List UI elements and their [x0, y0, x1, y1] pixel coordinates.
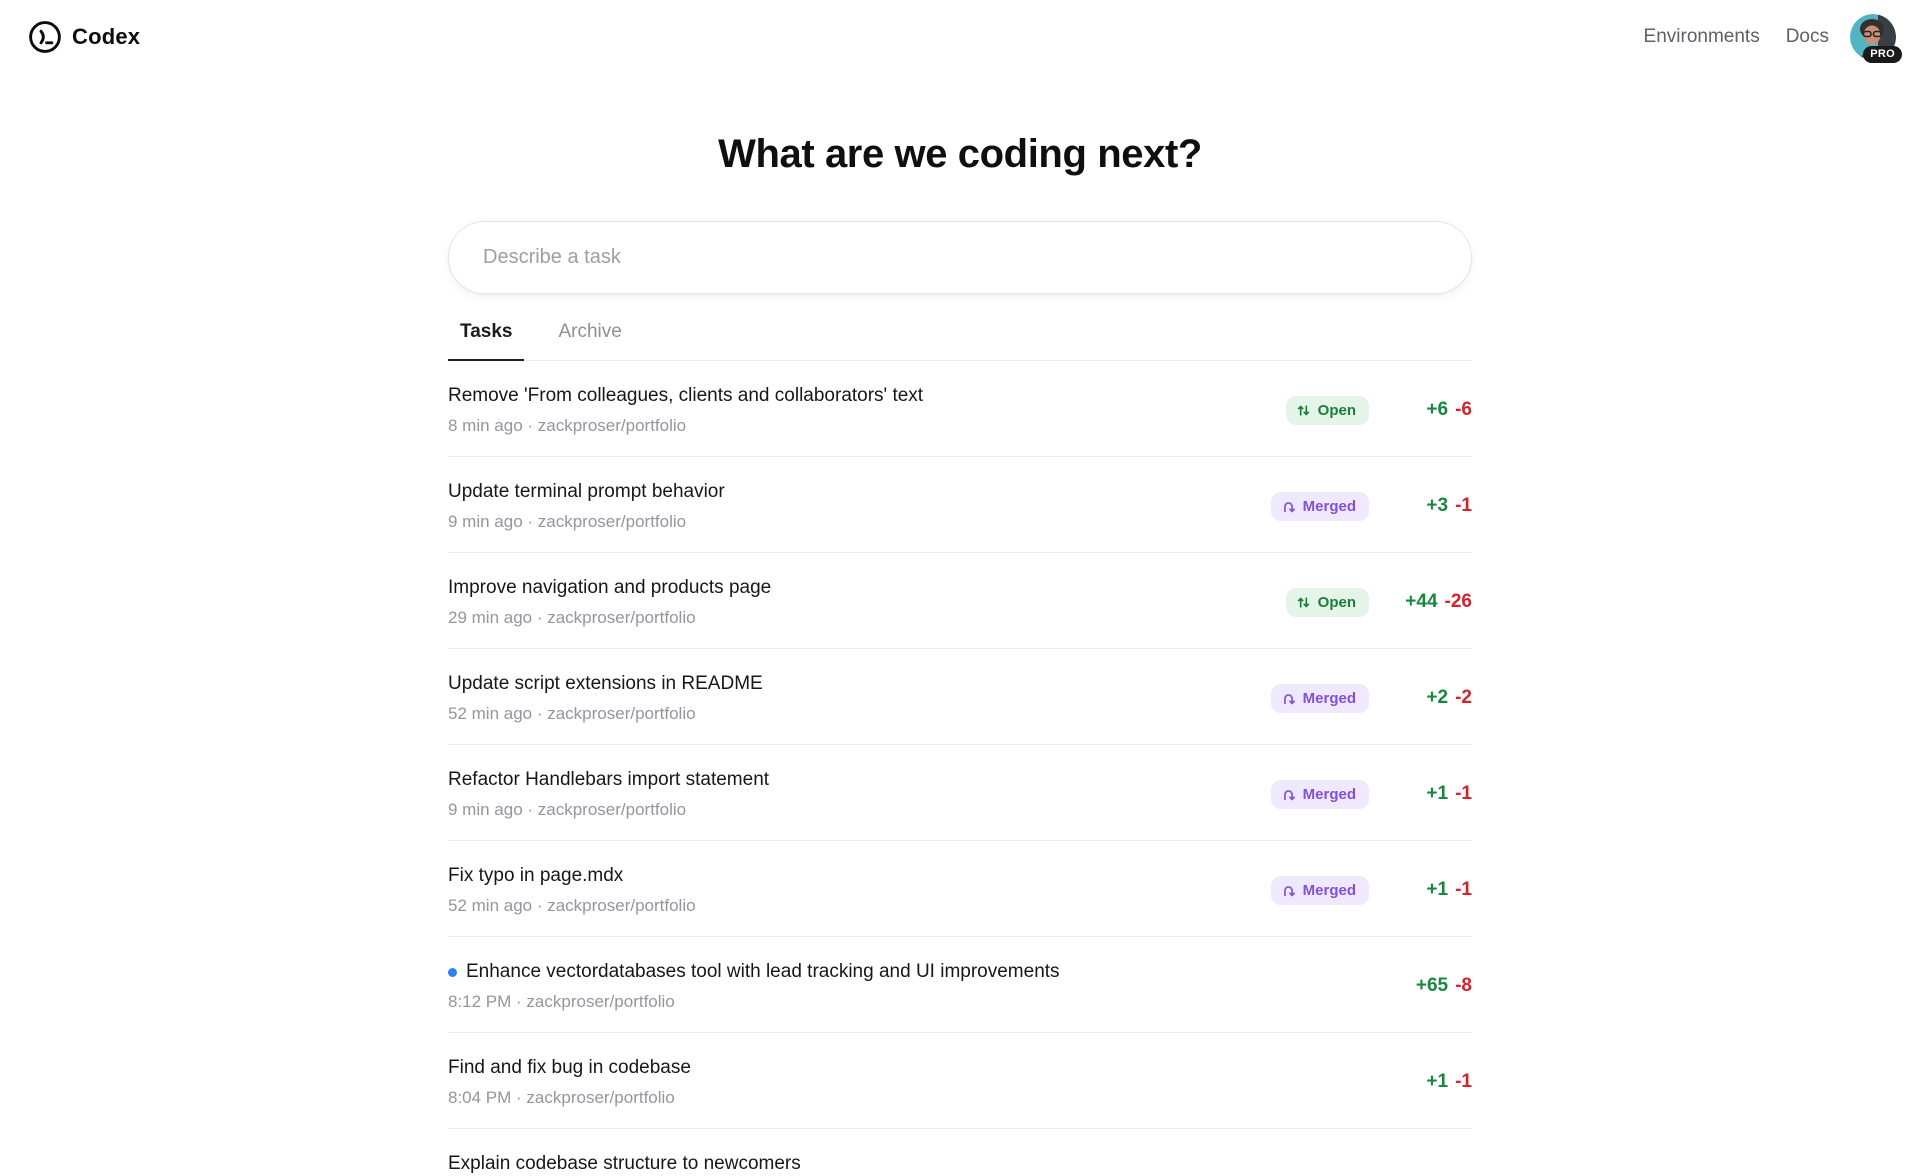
pr-open-icon	[1297, 404, 1309, 416]
task-meta: 9 min ago · zackproser/portfolio	[448, 512, 687, 531]
deletions: -1	[1455, 783, 1472, 804]
status-badge: Merged	[1270, 875, 1369, 905]
task-title: Remove 'From colleagues, clients and col…	[448, 385, 924, 406]
task-row[interactable]: Improve navigation and products page 29 …	[448, 553, 1472, 649]
task-title: Enhance vectordatabases tool with lead t…	[466, 961, 1060, 982]
nav-docs-link[interactable]: Docs	[1785, 26, 1829, 47]
merge-icon	[1283, 789, 1295, 800]
additions: +65	[1415, 975, 1449, 996]
merge-icon	[1283, 693, 1295, 704]
tab-archive[interactable]: Archive	[558, 321, 622, 342]
describe-task-input[interactable]	[448, 221, 1472, 294]
additions: +3	[1426, 495, 1449, 516]
task-row[interactable]: Find and fix bug in codebase 8:04 PM · z…	[448, 1033, 1472, 1129]
task-meta: 29 min ago · zackproser/portfolio	[448, 608, 696, 627]
additions: +6	[1426, 399, 1449, 420]
top-bar: Codex Environments Docs PRO	[0, 0, 1920, 74]
pr-open-icon	[1297, 596, 1309, 608]
codex-terminal-logo-icon	[29, 21, 61, 53]
task-meta: 52 min ago · zackproser/portfolio	[448, 896, 696, 915]
task-title: Update script extensions in README	[448, 673, 763, 694]
task-meta: 8 min ago · zackproser/portfolio	[448, 416, 687, 435]
unread-dot-icon	[448, 967, 457, 977]
task-row[interactable]: Update terminal prompt behavior 9 min ag…	[448, 457, 1472, 553]
status-badge-label: Merged	[1302, 497, 1356, 515]
deletions: -1	[1455, 1071, 1472, 1092]
nav-environments-link[interactable]: Environments	[1643, 26, 1760, 47]
deletions: -2	[1455, 687, 1472, 708]
status-badge-label: Open	[1317, 401, 1356, 419]
deletions: -6	[1455, 399, 1472, 420]
diff-stats: +1 -1	[1380, 783, 1472, 805]
diff-stats: +2 -2	[1380, 687, 1472, 709]
task-row[interactable]: Explain codebase structure to newcomers …	[448, 1129, 1472, 1176]
status-badge: Open	[1285, 587, 1369, 617]
diff-stats: +1 -1	[1380, 879, 1472, 901]
task-meta: 8:04 PM · zackproser/portfolio	[448, 1088, 675, 1107]
diff-stats: +44 -26	[1380, 591, 1472, 613]
task-title: Update terminal prompt behavior	[448, 481, 725, 502]
diff-stats: +65 -8	[1380, 975, 1472, 997]
task-row[interactable]: Remove 'From colleagues, clients and col…	[448, 361, 1472, 457]
additions: +1	[1426, 783, 1449, 804]
status-badge: Merged	[1270, 683, 1369, 713]
deletions: -1	[1455, 495, 1472, 516]
tab-tasks[interactable]: Tasks	[448, 321, 525, 361]
brand-name: Codex	[72, 24, 141, 49]
diff-stats: +1 -1	[1380, 1071, 1472, 1093]
status-badge-label: Open	[1317, 593, 1356, 611]
task-title: Fix typo in page.mdx	[448, 865, 624, 886]
task-title: Improve navigation and products page	[448, 577, 772, 598]
task-row[interactable]: Refactor Handlebars import statement 9 m…	[448, 745, 1472, 841]
status-badge-label: Merged	[1302, 881, 1356, 899]
merge-icon	[1283, 885, 1295, 896]
header-nav: Environments Docs	[1644, 26, 1829, 48]
merge-icon	[1283, 501, 1295, 512]
status-badge-label: Merged	[1302, 785, 1356, 803]
deletions: -8	[1455, 975, 1472, 996]
diff-stats: +6 -6	[1380, 399, 1472, 421]
task-title: Explain codebase structure to newcomers	[448, 1153, 801, 1174]
status-badge: Merged	[1270, 491, 1369, 521]
task-row[interactable]: Enhance vectordatabases tool with lead t…	[448, 937, 1472, 1033]
status-badge: Merged	[1270, 779, 1369, 809]
account-menu[interactable]: PRO	[1850, 14, 1902, 63]
task-tabs: Tasks Archive	[448, 321, 1472, 361]
task-list: Remove 'From colleagues, clients and col…	[448, 361, 1472, 1176]
task-meta: 9 min ago · zackproser/portfolio	[448, 800, 687, 819]
additions: +44	[1405, 591, 1438, 612]
task-meta: 52 min ago · zackproser/portfolio	[448, 704, 696, 723]
task-title: Refactor Handlebars import statement	[448, 769, 770, 790]
status-badge-label: Merged	[1302, 689, 1356, 707]
task-row[interactable]: Fix typo in page.mdx 52 min ago · zackpr…	[448, 841, 1472, 937]
task-meta: 8:12 PM · zackproser/portfolio	[448, 992, 675, 1011]
additions: +1	[1426, 879, 1449, 900]
additions: +2	[1426, 687, 1449, 708]
deletions: -26	[1444, 591, 1472, 612]
diff-stats: +3 -1	[1380, 495, 1472, 517]
status-badge: Open	[1285, 395, 1369, 425]
task-title: Find and fix bug in codebase	[448, 1057, 691, 1078]
codex-brand[interactable]: Codex	[28, 20, 140, 54]
task-row[interactable]: Update script extensions in README 52 mi…	[448, 649, 1472, 745]
deletions: -1	[1455, 879, 1472, 900]
additions: +1	[1426, 1071, 1449, 1092]
page-title: What are we coding next?	[718, 132, 1202, 176]
pro-badge: PRO	[1863, 46, 1902, 63]
